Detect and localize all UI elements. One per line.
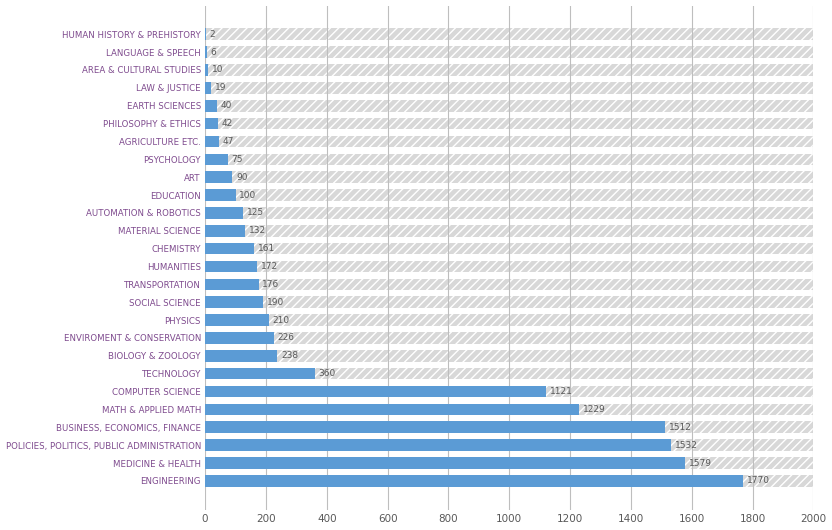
Text: 2: 2 xyxy=(210,30,215,39)
Bar xyxy=(206,421,814,433)
Bar xyxy=(206,296,263,308)
Bar xyxy=(206,82,210,94)
Bar xyxy=(206,154,228,165)
Bar xyxy=(206,243,814,254)
Bar xyxy=(206,154,814,165)
Text: 176: 176 xyxy=(262,280,280,289)
Bar xyxy=(206,439,671,451)
Text: 132: 132 xyxy=(249,226,266,235)
Bar xyxy=(206,475,814,487)
Text: 42: 42 xyxy=(221,119,233,128)
Bar xyxy=(206,279,814,290)
Bar xyxy=(206,457,686,469)
Bar xyxy=(206,136,814,147)
Text: 47: 47 xyxy=(223,137,235,146)
Text: 210: 210 xyxy=(273,315,290,324)
Bar xyxy=(206,279,259,290)
Bar xyxy=(206,404,814,415)
Text: 19: 19 xyxy=(215,83,226,92)
Text: 1532: 1532 xyxy=(675,440,697,449)
Bar xyxy=(206,332,814,344)
Bar xyxy=(206,368,314,379)
Text: 161: 161 xyxy=(258,244,275,253)
Bar xyxy=(206,475,744,487)
Text: 90: 90 xyxy=(236,173,248,182)
Bar xyxy=(206,404,579,415)
Bar xyxy=(206,368,814,379)
Bar xyxy=(206,332,274,344)
Bar xyxy=(206,100,217,111)
Text: 125: 125 xyxy=(247,208,264,217)
Bar xyxy=(206,118,814,129)
Text: 226: 226 xyxy=(278,333,295,342)
Bar xyxy=(206,261,257,272)
Bar xyxy=(206,314,814,326)
Bar xyxy=(206,100,814,111)
Text: 172: 172 xyxy=(261,262,278,271)
Text: 1770: 1770 xyxy=(747,476,770,485)
Bar xyxy=(206,225,814,236)
Text: 238: 238 xyxy=(281,351,298,360)
Text: 75: 75 xyxy=(231,155,243,164)
Bar xyxy=(206,457,814,469)
Text: 6: 6 xyxy=(210,48,216,57)
Text: 100: 100 xyxy=(239,191,256,200)
Bar xyxy=(206,350,814,361)
Bar xyxy=(206,189,814,201)
Bar xyxy=(206,439,814,451)
Bar xyxy=(206,82,814,94)
Text: 360: 360 xyxy=(318,369,335,378)
Bar xyxy=(206,171,814,183)
Bar xyxy=(206,261,814,272)
Text: 1579: 1579 xyxy=(689,458,712,467)
Bar xyxy=(206,29,814,40)
Bar xyxy=(206,386,546,398)
Text: 1229: 1229 xyxy=(582,405,606,414)
Bar xyxy=(206,207,814,219)
Bar xyxy=(206,118,218,129)
Bar xyxy=(206,136,220,147)
Bar xyxy=(206,46,207,58)
Bar xyxy=(206,225,245,236)
Bar xyxy=(206,64,814,76)
Bar xyxy=(206,46,814,58)
Bar xyxy=(206,207,243,219)
Bar xyxy=(206,296,814,308)
Text: 1121: 1121 xyxy=(550,387,572,396)
Bar xyxy=(206,350,278,361)
Text: 1512: 1512 xyxy=(669,423,691,432)
Text: 40: 40 xyxy=(221,101,232,110)
Bar xyxy=(206,171,232,183)
Bar xyxy=(206,243,254,254)
Bar xyxy=(206,421,665,433)
Bar xyxy=(206,314,269,326)
Text: 10: 10 xyxy=(212,66,223,75)
Bar xyxy=(206,64,208,76)
Text: 190: 190 xyxy=(266,298,284,307)
Bar xyxy=(206,386,814,398)
Bar xyxy=(206,189,235,201)
